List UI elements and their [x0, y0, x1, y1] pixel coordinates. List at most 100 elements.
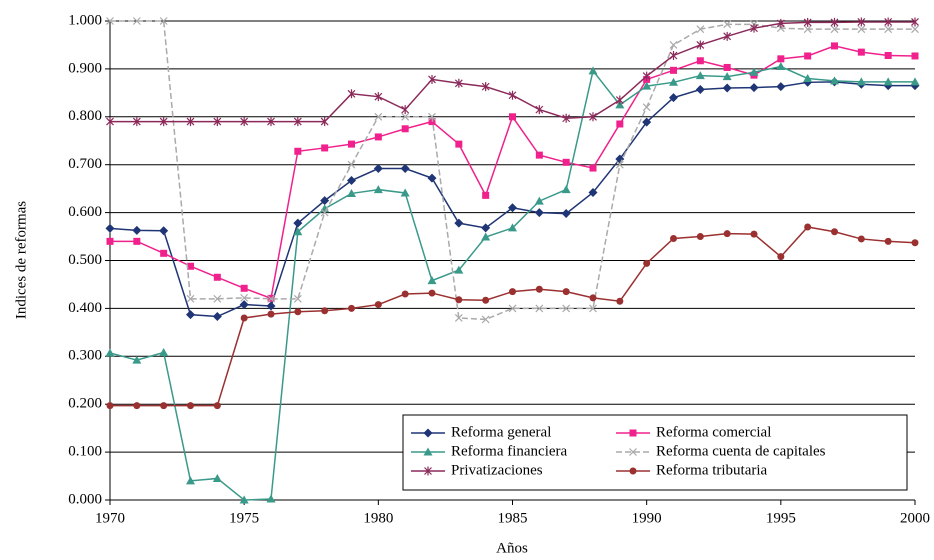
y-tick-label: 0.500 [68, 252, 102, 268]
legend-marker [423, 447, 433, 456]
marker [535, 304, 544, 313]
marker [482, 296, 490, 304]
marker [642, 71, 651, 81]
y-tick-label: 0.200 [68, 396, 102, 412]
marker [804, 52, 812, 60]
marker [267, 294, 275, 303]
marker [106, 117, 114, 127]
marker [561, 185, 571, 194]
marker [803, 73, 813, 82]
x-tick-label: 1980 [363, 510, 393, 526]
marker [589, 294, 597, 302]
marker [481, 315, 490, 324]
marker [589, 304, 597, 313]
marker [509, 288, 516, 296]
marker [213, 402, 221, 410]
marker [240, 293, 249, 302]
marker [159, 17, 168, 25]
marker [267, 310, 275, 318]
legend-marker [629, 429, 637, 437]
marker [482, 191, 490, 199]
marker [293, 294, 302, 303]
marker [642, 103, 651, 112]
marker [374, 92, 383, 102]
marker [884, 237, 892, 245]
legend-label: Reforma financiera [451, 443, 568, 459]
marker [589, 112, 597, 122]
marker [749, 83, 759, 93]
y-tick-label: 0.000 [68, 491, 102, 507]
y-tick-label: 0.100 [68, 444, 102, 460]
marker [427, 276, 437, 285]
marker [509, 113, 516, 121]
marker [187, 262, 194, 270]
marker [454, 314, 463, 322]
marker [642, 81, 652, 90]
marker [105, 348, 115, 357]
marker [266, 494, 276, 503]
marker [696, 57, 704, 65]
marker [401, 290, 409, 298]
marker [508, 223, 517, 232]
legend-box [402, 414, 908, 491]
marker [348, 140, 355, 148]
legend-label: Privatizaciones [451, 462, 543, 478]
marker [159, 347, 169, 356]
marker [455, 296, 463, 304]
marker [213, 273, 221, 281]
marker [294, 147, 302, 155]
legend-marker [423, 428, 433, 438]
marker [508, 90, 517, 100]
marker [723, 20, 732, 29]
marker [831, 228, 838, 236]
marker [401, 112, 410, 121]
marker [695, 71, 705, 80]
marker [561, 209, 571, 219]
marker [347, 176, 356, 186]
marker [616, 297, 624, 305]
marker [508, 304, 517, 313]
marker [481, 82, 490, 92]
marker [401, 125, 409, 133]
marker [212, 312, 222, 322]
marker [132, 225, 142, 235]
marker [669, 77, 678, 86]
marker [401, 105, 410, 115]
marker [374, 112, 383, 121]
marker [883, 77, 893, 86]
marker [884, 51, 892, 59]
marker [857, 235, 865, 243]
marker [615, 95, 624, 105]
marker [454, 78, 463, 88]
marker [616, 120, 624, 128]
marker [777, 253, 785, 261]
marker [722, 83, 732, 93]
marker [428, 112, 436, 121]
marker [911, 17, 919, 27]
marker [481, 232, 491, 241]
marker [750, 230, 758, 238]
marker [534, 196, 544, 205]
marker [293, 218, 303, 228]
marker [400, 164, 410, 174]
marker [534, 208, 544, 218]
marker [696, 233, 704, 241]
marker [669, 50, 678, 60]
marker [588, 187, 598, 197]
legend-marker [629, 448, 637, 456]
marker [776, 82, 786, 92]
marker [240, 314, 248, 322]
marker [159, 226, 169, 236]
marker [831, 42, 838, 50]
marker [132, 117, 141, 127]
x-tick-label: 1995 [766, 510, 796, 526]
marker [803, 17, 812, 27]
legend-marker [629, 467, 637, 475]
marker [830, 25, 839, 34]
marker [804, 223, 812, 231]
marker [884, 17, 893, 27]
marker [428, 289, 436, 297]
marker [239, 300, 249, 310]
marker [133, 237, 141, 245]
